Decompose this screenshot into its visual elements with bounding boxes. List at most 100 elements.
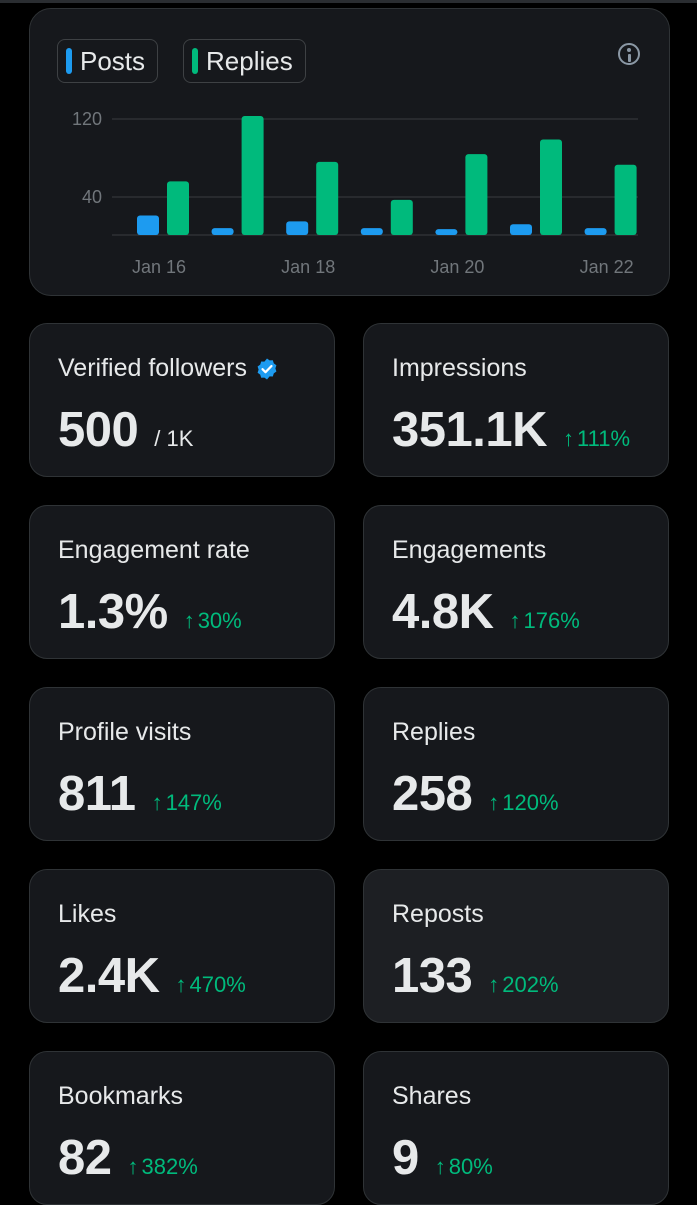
stat-change-value: 202%	[502, 972, 559, 997]
stat-label: Likes	[58, 900, 116, 929]
replies-bar-jan-16[interactable]	[167, 181, 189, 235]
stat-label: Engagement rate	[58, 536, 250, 565]
stat-change: ↑ 202%	[488, 972, 558, 998]
stat-card-verified-followers[interactable]: Verified followers 500 / 1K	[29, 323, 335, 477]
stat-value: 82	[58, 1131, 112, 1185]
arrow-up-icon: ↑	[509, 608, 521, 633]
stat-change-value: 147%	[165, 790, 222, 815]
replies-bar-jan-19[interactable]	[390, 199, 413, 235]
legend-posts-label: Posts	[80, 45, 146, 76]
stat-value: 258	[392, 767, 473, 821]
stat-label: Replies	[392, 718, 475, 747]
x-tick-label: Jan 16	[132, 257, 186, 277]
arrow-up-icon: ↑	[175, 972, 187, 997]
stat-goal: / 1K	[154, 426, 194, 451]
arrow-up-icon: ↑	[434, 1154, 446, 1179]
stat-label-text: Replies	[392, 718, 476, 746]
replies-bar-jan-17[interactable]	[241, 116, 264, 235]
stat-label: Verified followers	[58, 354, 279, 383]
posts-bar-jan-16[interactable]	[137, 215, 159, 236]
stat-change: ↑ 176%	[510, 608, 580, 634]
activity-chart-card: Posts Replies 120 40 Jan 16 Jan 18 Jan 20 Jan…	[29, 8, 670, 296]
stat-change-value: 80%	[448, 1154, 493, 1179]
stat-label-text: Profile visits	[58, 718, 192, 746]
stat-value: 351.1K	[392, 403, 548, 457]
posts-bar-jan-19[interactable]	[360, 228, 383, 235]
stat-label-text: Bookmarks	[58, 1082, 184, 1110]
stat-label-text: Reposts	[392, 900, 484, 928]
arrow-up-icon: ↑	[183, 608, 195, 633]
stat-card-impressions[interactable]: Impressions 351.1K ↑ 111%	[363, 323, 669, 477]
y-tick-label: 40	[82, 187, 102, 207]
stat-change: ↑ 80%	[435, 1154, 493, 1180]
stat-label: Shares	[392, 1082, 471, 1111]
stat-card-replies[interactable]: Replies 258 ↑ 120%	[363, 687, 669, 841]
posts-bar-jan-21[interactable]	[510, 224, 532, 235]
stat-label: Reposts	[392, 900, 484, 929]
stat-change: ↑ 120%	[488, 790, 558, 816]
legend-replies[interactable]: Replies	[183, 39, 306, 83]
top-divider	[0, 0, 697, 3]
stat-change-value: 120%	[502, 790, 559, 815]
stat-change-value: 176%	[523, 608, 580, 633]
posts-swatch	[66, 48, 72, 74]
verified-badge-icon	[257, 358, 277, 379]
y-tick-label: 120	[72, 109, 102, 129]
stat-card-bookmarks[interactable]: Bookmarks 82 ↑ 382%	[29, 1051, 335, 1205]
replies-bar-jan-20[interactable]	[465, 154, 488, 235]
stat-label: Profile visits	[58, 718, 191, 747]
stat-label: Engagements	[392, 536, 546, 565]
stat-change-value: 382%	[141, 1154, 198, 1179]
stat-value-row: 351.1K ↑ 111%	[392, 402, 630, 458]
stat-label-text: Impressions	[392, 354, 527, 382]
posts-bar-jan-17[interactable]	[211, 228, 234, 235]
stat-value: 2.4K	[58, 949, 160, 1003]
bar-chart: 120 40 Jan 16 Jan 18 Jan 20 Jan 22	[72, 109, 638, 277]
info-icon[interactable]	[618, 43, 640, 65]
stat-card-profile-visits[interactable]: Profile visits 811 ↑ 147%	[29, 687, 335, 841]
stat-value: 811	[58, 767, 136, 821]
arrow-up-icon: ↑	[151, 790, 163, 815]
legend-posts[interactable]: Posts	[57, 39, 159, 83]
posts-bar-jan-18[interactable]	[286, 221, 309, 235]
legend-replies-label: Replies	[206, 45, 293, 76]
stat-card-engagement-rate[interactable]: Engagement rate 1.3% ↑ 30%	[29, 505, 335, 659]
replies-bar-jan-21[interactable]	[540, 139, 562, 235]
stat-label-text: Engagements	[392, 536, 547, 564]
stat-change: ↑ 30%	[184, 608, 242, 634]
x-tick-label: Jan 18	[281, 257, 335, 277]
stat-label-text: Engagement rate	[58, 536, 250, 564]
stat-label: Bookmarks	[58, 1082, 183, 1111]
stat-value: 9	[392, 1131, 419, 1185]
replies-bar-jan-18[interactable]	[316, 161, 339, 235]
stat-card-engagements[interactable]: Engagements 4.8K ↑ 176%	[363, 505, 669, 659]
stat-card-likes[interactable]: Likes 2.4K ↑ 470%	[29, 869, 335, 1023]
stat-value-row: 133 ↑ 202%	[392, 948, 559, 1004]
stat-change-value: 111%	[577, 426, 631, 451]
stat-change-value: 30%	[197, 608, 242, 633]
stat-card-shares[interactable]: Shares 9 ↑ 80%	[363, 1051, 669, 1205]
x-tick-label: Jan 20	[430, 257, 484, 277]
stat-change-value: 470%	[189, 972, 246, 997]
replies-bar-jan-22[interactable]	[614, 164, 637, 235]
stat-value-row: 1.3% ↑ 30%	[58, 584, 242, 640]
stat-value-row: 2.4K ↑ 470%	[58, 948, 246, 1004]
stat-label-text: Verified followers	[58, 354, 247, 382]
stat-change: ↑ 147%	[152, 790, 222, 816]
stat-value-row: 82 ↑ 382%	[58, 1130, 198, 1186]
stat-value-row: 500 / 1K	[58, 402, 193, 458]
stat-value: 1.3%	[58, 585, 168, 639]
arrow-up-icon: ↑	[563, 426, 575, 451]
arrow-up-icon: ↑	[488, 790, 500, 815]
stat-change: ↑ 382%	[128, 1154, 198, 1180]
posts-bar-jan-22[interactable]	[584, 228, 607, 235]
stat-value-row: 258 ↑ 120%	[392, 766, 559, 822]
x-tick-label: Jan 22	[580, 257, 634, 277]
posts-bar-jan-20[interactable]	[435, 229, 458, 235]
stat-value-row: 9 ↑ 80%	[392, 1130, 493, 1186]
stat-label-text: Likes	[58, 900, 117, 928]
stat-value: 133	[392, 949, 473, 1003]
stat-card-reposts[interactable]: Reposts 133 ↑ 202%	[363, 869, 669, 1023]
replies-swatch	[192, 48, 198, 74]
stat-value-row: 4.8K ↑ 176%	[392, 584, 580, 640]
